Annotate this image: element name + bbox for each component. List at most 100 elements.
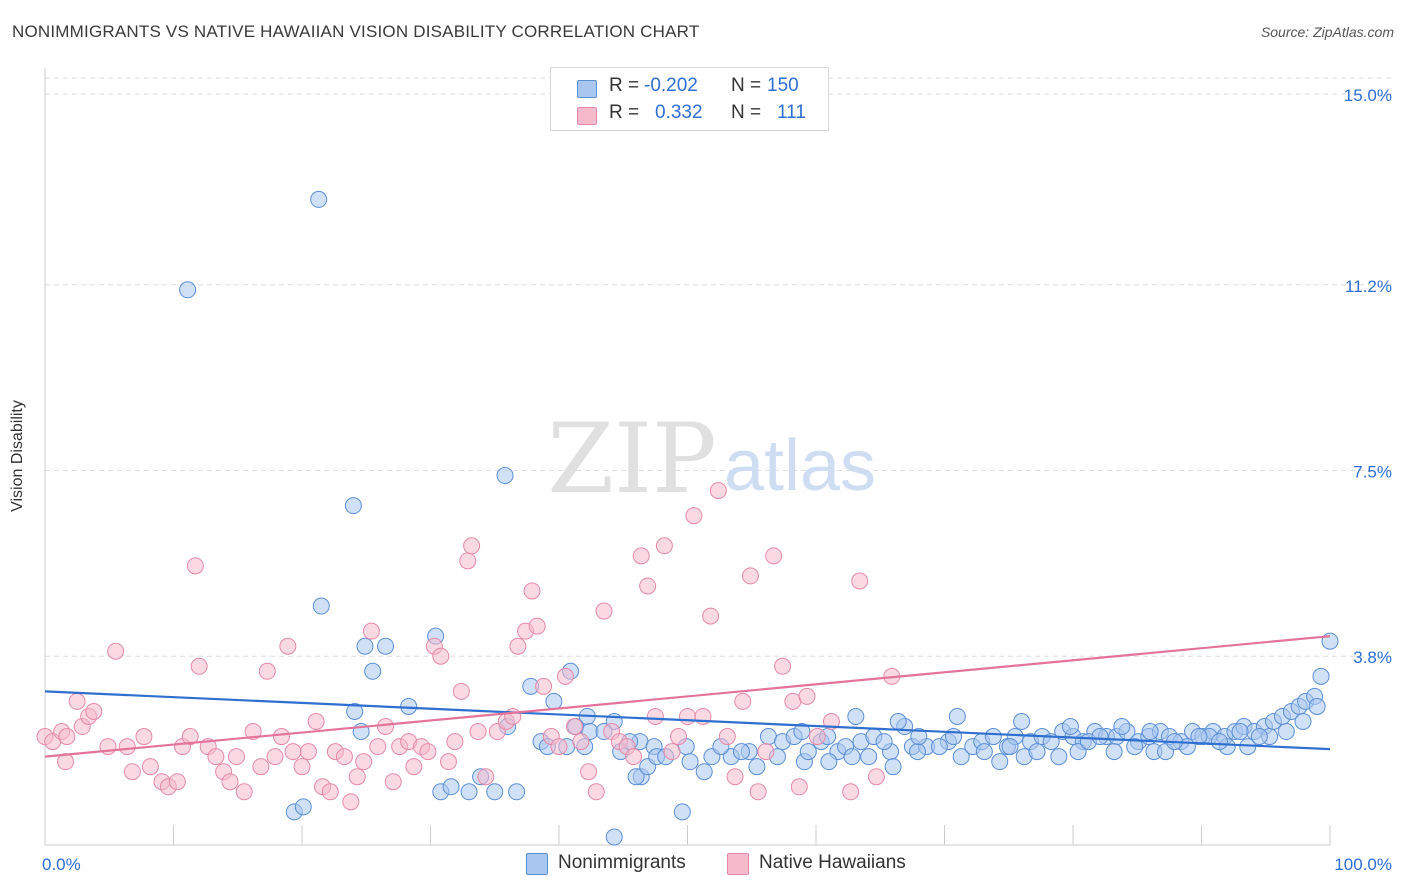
nonimmigrants-point <box>1091 728 1109 746</box>
nonimmigrants-point <box>1013 713 1031 730</box>
legend-n-value: 150 <box>767 75 799 96</box>
y-tick-label: 7.5% <box>1353 463 1392 482</box>
native-hawaiians-point <box>446 733 464 751</box>
native-hawaiians-point <box>565 718 583 736</box>
native-hawaiians-point <box>58 728 76 746</box>
native-hawaiians-point <box>726 768 744 786</box>
native-hawaiians-point <box>572 733 590 751</box>
native-hawaiians-point <box>107 642 125 660</box>
native-hawaiians-point <box>266 748 284 766</box>
native-hawaiians-trendline <box>44 635 1331 758</box>
nonimmigrants-point <box>1105 743 1123 761</box>
nonimmigrants-point <box>909 743 927 761</box>
source-label: Source: ZipAtlas.com <box>1260 24 1394 40</box>
native-hawaiians-point <box>123 763 141 781</box>
nonimmigrants-point <box>1126 738 1144 756</box>
nonimmigrants-point <box>1141 723 1159 741</box>
native-hawaiians-point <box>321 783 339 801</box>
nonimmigrants-point <box>860 748 878 766</box>
native-hawaiians-point <box>439 753 457 771</box>
nonimmigrants-trendline <box>44 690 1331 751</box>
chart-title: NONIMMIGRANTS VS NATIVE HAWAIIAN VISION … <box>12 22 700 41</box>
native-hawaiians-point <box>655 537 673 555</box>
native-hawaiians-point <box>377 718 395 736</box>
native-hawaiians-point <box>625 748 643 766</box>
native-hawaiians-point <box>432 647 450 665</box>
legend-row-nonimmigrants: R = -0.202 N = 150 <box>551 74 828 102</box>
nonimmigrants-point <box>545 692 563 710</box>
nonimmigrants-point <box>910 728 928 746</box>
legend-swatch-pink <box>577 107 597 125</box>
native-hawaiians-point <box>808 728 826 746</box>
nonimmigrants-point <box>460 783 478 801</box>
nonimmigrants-point <box>793 723 811 741</box>
native-hawaiians-point <box>757 743 775 761</box>
x-tick-label: 100.0% <box>1334 855 1392 874</box>
native-hawaiians-point <box>477 768 495 786</box>
nonimmigrants-point <box>346 702 364 720</box>
nonimmigrants-point <box>1069 743 1087 761</box>
y-axis-label: Vision Disability <box>9 400 26 512</box>
native-hawaiians-point <box>550 738 568 756</box>
native-hawaiians-point <box>632 547 650 565</box>
native-hawaiians-point <box>851 572 869 590</box>
tick-label-layer: 3.8% 7.5% 11.2% 15.0% 0.0% 100.0% <box>42 86 1392 874</box>
native-hawaiians-point <box>405 758 423 776</box>
y-tick-label: 3.8% <box>1353 648 1392 667</box>
native-hawaiians-point <box>279 637 297 655</box>
native-hawaiians-point <box>463 537 481 555</box>
nonimmigrants-point <box>442 778 460 796</box>
nonimmigrants-point <box>930 738 948 756</box>
native-hawaiians-point <box>307 713 325 730</box>
nonimmigrants-point <box>496 467 514 485</box>
nonimmigrants-point <box>991 753 1009 771</box>
native-hawaiians-point <box>790 778 808 796</box>
native-hawaiians-point <box>734 692 752 710</box>
grid-layer <box>45 77 1392 657</box>
nonimmigrants-point <box>605 828 623 846</box>
native-hawaiians-point <box>639 577 657 595</box>
legend-r-label: R = <box>609 75 640 96</box>
native-hawaiians-point <box>293 758 311 776</box>
legend-r-label: R = <box>609 102 640 123</box>
legend-row-native-hawaiians: R = 0.332 N = 111 <box>551 101 828 129</box>
nonimmigrants-point <box>1231 723 1249 741</box>
nonimmigrants-point <box>1312 667 1330 685</box>
native-hawaiians-point <box>580 763 598 781</box>
native-hawaiians-point <box>459 552 477 570</box>
nonimmigrants-point <box>1250 728 1268 746</box>
nonimmigrants-point <box>310 190 328 208</box>
nonimmigrants-point <box>975 743 993 761</box>
nonimmigrants-point <box>984 728 1002 746</box>
nonimmigrants-point <box>681 753 699 771</box>
axis-layer <box>44 68 1331 846</box>
watermark: ZIP atlas <box>547 403 876 515</box>
native-hawaiians-point <box>452 682 470 700</box>
nonimmigrants-point <box>1061 718 1079 736</box>
native-hawaiians-point <box>355 753 373 771</box>
nonimmigrants-point <box>1210 733 1228 751</box>
legend-swatch-blue <box>577 80 597 98</box>
native-hawaiians-point <box>272 728 290 746</box>
native-hawaiians-point <box>509 637 527 655</box>
native-hawaiians-point <box>523 582 541 600</box>
nonimmigrants-point <box>312 597 330 615</box>
bottom-legend-swatch-blue <box>526 853 548 875</box>
native-hawaiians-point <box>765 547 783 565</box>
nonimmigrants-point <box>673 803 691 821</box>
native-hawaiians-point <box>670 728 688 746</box>
nonimmigrants-point <box>1294 713 1312 730</box>
native-hawaiians-point <box>181 728 199 746</box>
native-hawaiians-point <box>595 602 613 620</box>
legend-r-value: -0.202 <box>644 75 698 96</box>
native-hawaiians-point <box>528 617 546 635</box>
correlation-legend: R = -0.202 N = 150 R = 0.332 N = 111 <box>550 67 829 131</box>
native-hawaiians-point <box>718 728 736 746</box>
y-tick-label: 11.2% <box>1345 277 1392 296</box>
nonimmigrants-point <box>820 753 838 771</box>
watermark-atlas: atlas <box>724 426 876 506</box>
native-hawaiians-point <box>646 707 664 725</box>
native-hawaiians-point <box>258 662 276 680</box>
native-hawaiians-point <box>419 743 437 761</box>
native-hawaiians-point <box>842 783 860 801</box>
